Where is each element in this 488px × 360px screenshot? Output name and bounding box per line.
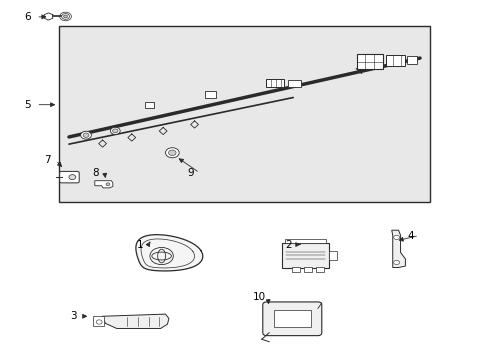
Bar	[59, 26, 429, 202]
Circle shape	[393, 235, 399, 239]
Bar	[284, 239, 325, 243]
Text: 7: 7	[43, 155, 50, 165]
Text: 2: 2	[285, 239, 291, 249]
Bar	[356, 54, 383, 69]
Circle shape	[63, 15, 67, 18]
Circle shape	[168, 150, 176, 156]
Circle shape	[110, 127, 120, 134]
Bar	[304, 267, 311, 272]
FancyBboxPatch shape	[60, 171, 79, 183]
Bar	[282, 243, 328, 268]
Text: 10: 10	[252, 292, 265, 302]
Circle shape	[112, 129, 118, 133]
Bar	[288, 80, 300, 87]
Text: 3: 3	[70, 311, 77, 321]
Text: 8: 8	[92, 168, 99, 178]
Polygon shape	[136, 235, 203, 271]
Bar	[93, 316, 104, 326]
Bar	[406, 56, 416, 64]
Text: 6: 6	[24, 12, 31, 22]
Circle shape	[393, 260, 399, 265]
Bar	[205, 91, 216, 98]
Bar	[144, 102, 154, 108]
Circle shape	[69, 175, 76, 180]
Circle shape	[83, 133, 89, 138]
Text: 1: 1	[136, 239, 142, 249]
Polygon shape	[102, 314, 168, 328]
Bar	[385, 55, 405, 66]
Polygon shape	[391, 230, 405, 267]
Circle shape	[96, 320, 102, 324]
Bar	[316, 267, 324, 272]
Bar	[266, 78, 283, 87]
FancyBboxPatch shape	[262, 302, 321, 336]
Text: 9: 9	[187, 168, 194, 178]
Bar	[328, 251, 337, 260]
Text: 5: 5	[24, 100, 31, 110]
Circle shape	[165, 148, 179, 158]
Circle shape	[81, 131, 91, 139]
Bar	[273, 310, 310, 327]
Bar	[291, 267, 299, 272]
Circle shape	[106, 183, 110, 186]
Text: 4: 4	[406, 231, 413, 240]
Polygon shape	[44, 13, 53, 20]
Circle shape	[61, 14, 69, 19]
Polygon shape	[95, 181, 113, 188]
